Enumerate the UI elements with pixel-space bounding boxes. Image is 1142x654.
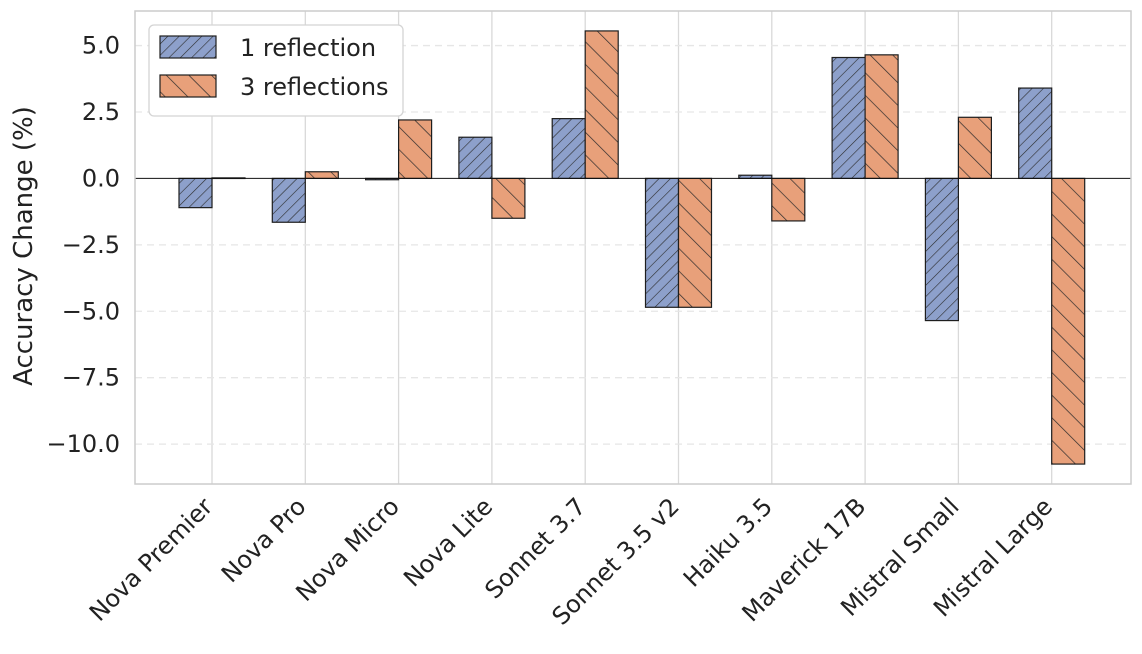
legend: 1 reflection 3 reflections	[148, 24, 404, 117]
legend-label: 1 reflection	[240, 34, 376, 62]
bar-three-reflections-sonnet-3-5-v2	[677, 177, 713, 308]
legend-label: 3 reflections	[240, 73, 389, 101]
x-tick-label: Nova Pro	[216, 492, 312, 588]
y-tick-label: 5.0	[82, 32, 120, 60]
bar-three-reflections-nova-pro	[304, 171, 339, 180]
bar-three-reflections-maverick-17b	[864, 54, 899, 180]
bar-three-reflections-mistral-large	[1051, 177, 1086, 465]
bar-one-reflection-sonnet-3-5-v2	[644, 177, 680, 308]
bar-one-reflection-sonnet-3-7	[551, 118, 586, 180]
x-tick-label: Nova Lite	[398, 492, 498, 592]
y-tick-label: 0.0	[82, 164, 120, 192]
bar-three-reflections-haiku-3-5	[771, 177, 806, 222]
y-tick-label: −2.5	[62, 231, 120, 259]
bar-one-reflection-nova-premier	[178, 177, 213, 209]
bar-one-reflection-mistral-large	[1018, 87, 1053, 180]
legend-swatch-three-reflections	[159, 74, 217, 98]
x-tick-label: Haiku 3.5	[678, 492, 778, 592]
bar-one-reflection-nova-pro	[271, 177, 306, 223]
y-tick-label: −10.0	[46, 430, 120, 458]
y-tick-label: 2.5	[82, 98, 120, 126]
bar-three-reflections-nova-micro	[398, 119, 433, 180]
y-tick-label: −7.5	[62, 364, 120, 392]
bar-one-reflection-mistral-small	[924, 177, 960, 322]
bar-three-reflections-sonnet-3-7	[584, 30, 619, 180]
legend-swatch-one-reflection	[159, 35, 217, 59]
y-axis-title: Accuracy Change (%)	[9, 106, 39, 386]
bar-three-reflections-mistral-small	[957, 116, 993, 180]
bars-layer	[178, 30, 1086, 465]
bar-one-reflection-maverick-17b	[831, 56, 866, 180]
y-tick-label: −5.0	[62, 297, 120, 325]
bar-three-reflections-nova-lite	[491, 177, 526, 219]
bar-one-reflection-nova-lite	[458, 136, 493, 180]
x-tick-label: Nova Premier	[84, 492, 218, 626]
plot-frame	[134, 10, 1132, 485]
